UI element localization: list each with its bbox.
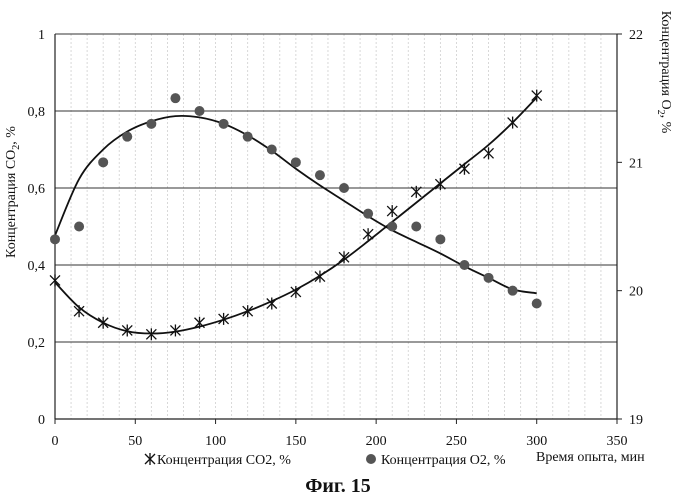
x-tick-label: 0 <box>52 434 59 449</box>
y-right-tick-label: 19 <box>629 413 643 428</box>
x-tick-label: 150 <box>285 434 306 449</box>
x-tick-label: 100 <box>205 434 226 449</box>
y-right-tick-label: 22 <box>629 28 643 43</box>
point-o2 <box>243 132 253 142</box>
point-o2 <box>98 157 108 167</box>
point-o2 <box>532 299 542 309</box>
x-tick-label: 50 <box>128 434 142 449</box>
point-o2 <box>291 157 301 167</box>
y-right-tick-label: 21 <box>629 156 643 171</box>
y-left-tick-label: 0,2 <box>28 336 46 351</box>
x-tick-label: 250 <box>446 434 467 449</box>
x-axis-title: Время опыта, мин <box>536 450 645 465</box>
point-o2 <box>339 183 349 193</box>
point-o2 <box>459 260 469 270</box>
legend-o2-marker <box>366 454 376 464</box>
x-tick-label: 200 <box>366 434 387 449</box>
point-o2 <box>363 209 373 219</box>
y-left-tick-label: 1 <box>38 28 45 43</box>
point-o2 <box>435 234 445 244</box>
point-o2 <box>267 145 277 155</box>
point-o2 <box>508 286 518 296</box>
point-o2 <box>74 222 84 232</box>
legend-co2-label: Концентрация CO2, % <box>157 453 291 468</box>
figure-caption: Фиг. 15 <box>305 475 371 497</box>
point-o2 <box>50 234 60 244</box>
point-o2 <box>315 170 325 180</box>
point-o2 <box>219 119 229 129</box>
point-o2 <box>170 93 180 103</box>
legend-o2-label: Концентрация O2, % <box>381 453 506 468</box>
y-left-tick-label: 0 <box>38 413 45 428</box>
x-tick-label: 300 <box>526 434 547 449</box>
point-o2 <box>195 106 205 116</box>
point-o2 <box>146 119 156 129</box>
point-o2 <box>122 132 132 142</box>
y-left-tick-label: 0,6 <box>28 182 46 197</box>
point-o2 <box>484 273 494 283</box>
y-right-tick-label: 20 <box>629 285 643 300</box>
y-left-tick-label: 0,4 <box>28 259 46 274</box>
y-left-tick-label: 0,8 <box>28 105 46 120</box>
point-o2 <box>387 222 397 232</box>
x-tick-label: 350 <box>607 434 628 449</box>
point-o2 <box>411 222 421 232</box>
